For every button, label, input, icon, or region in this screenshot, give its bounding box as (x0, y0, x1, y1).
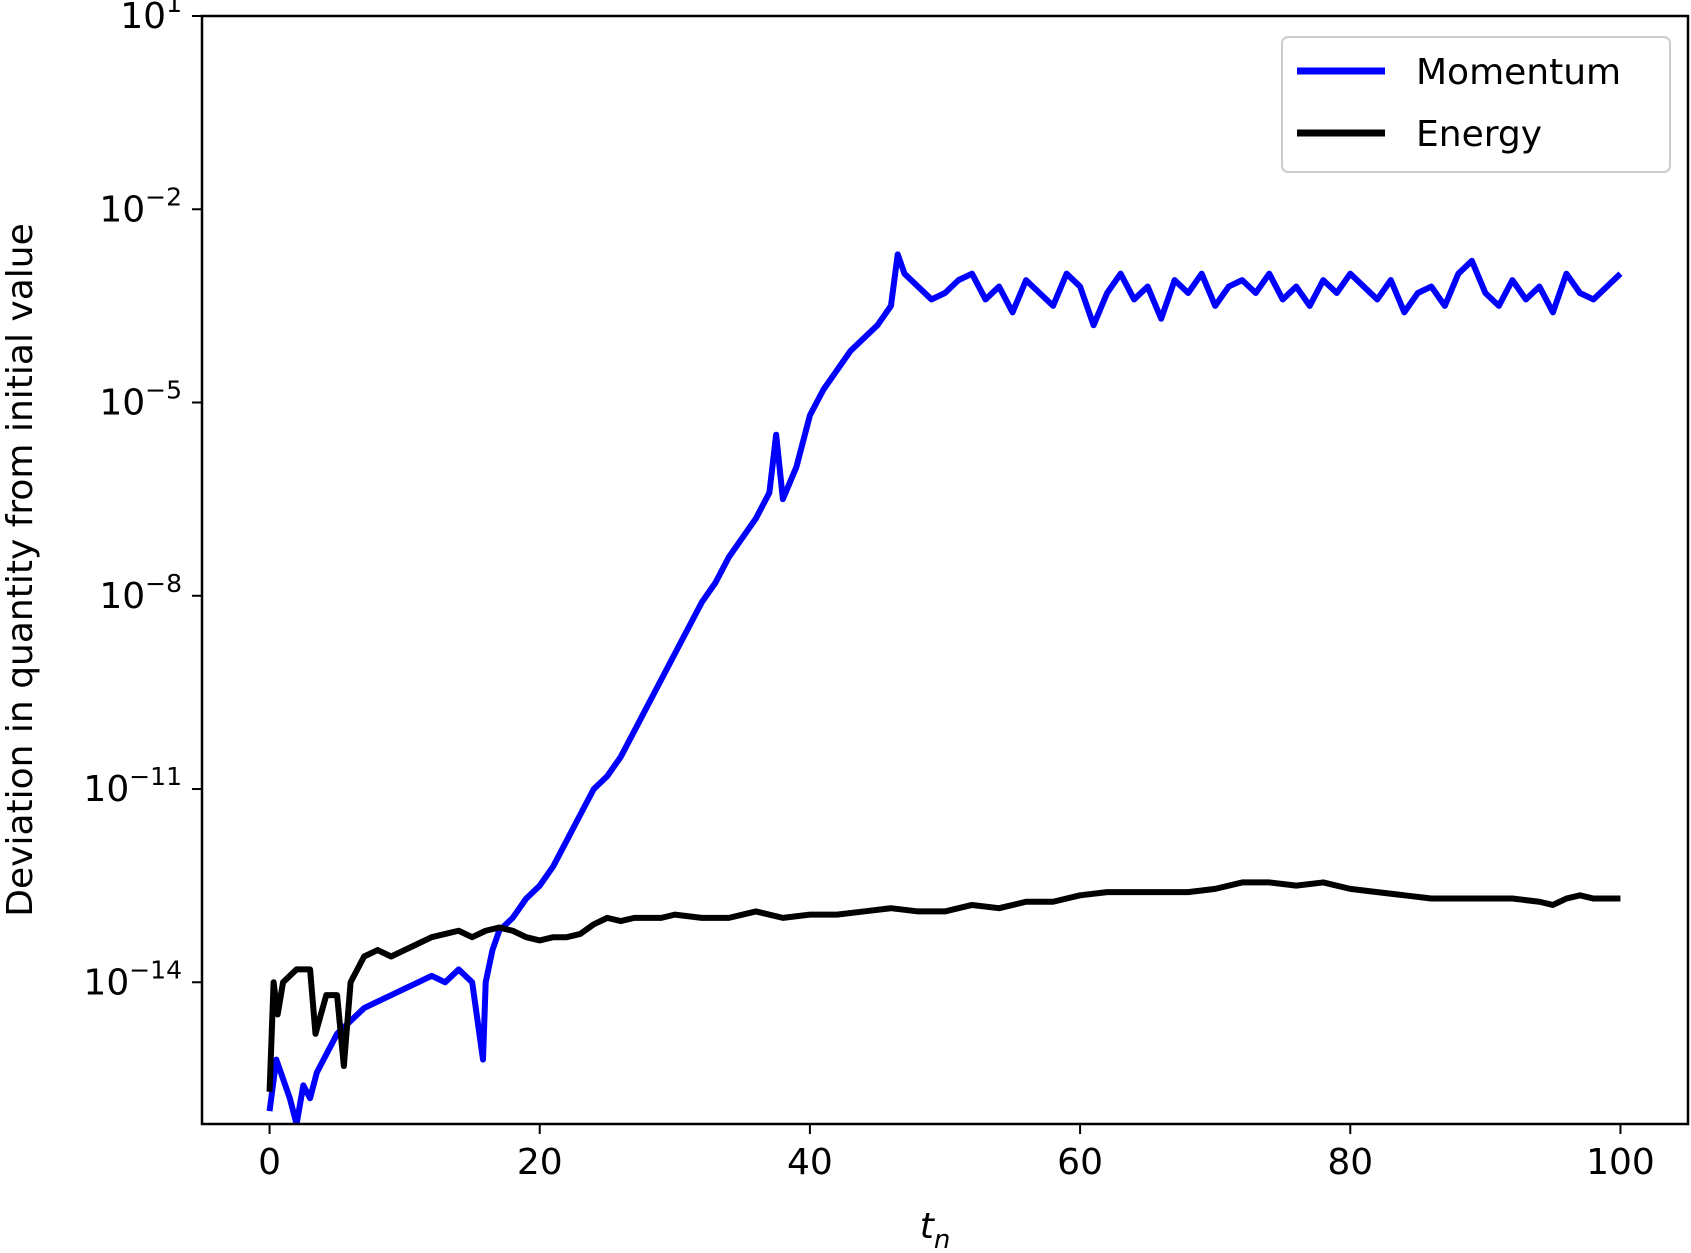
y-tick-label: 10−14 (83, 955, 182, 1003)
x-tick-label: 40 (787, 1142, 833, 1183)
x-tick-label: 60 (1057, 1142, 1103, 1183)
y-tick-base: 10 (120, 0, 166, 37)
y-tick-label: 10−2 (99, 182, 182, 230)
x-axis-label-subscript: n (934, 1225, 950, 1253)
y-tick-base: 10 (83, 769, 129, 810)
y-tick-base: 10 (99, 576, 145, 617)
y-tick-label: 101 (120, 0, 182, 37)
y-tick-exponent: 1 (166, 0, 182, 18)
x-axis-ticks: 0 20 40 60 80 100 (258, 1124, 1655, 1183)
series-line-energy (266, 879, 1621, 1092)
series-line-momentum (266, 251, 1623, 1124)
x-tick-label: 0 (258, 1142, 281, 1183)
y-tick-base: 10 (99, 189, 145, 230)
y-tick-exponent: −11 (129, 762, 182, 791)
legend-label-momentum: Momentum (1416, 52, 1621, 93)
y-tick-label: 10−8 (99, 569, 182, 617)
y-tick-exponent: −8 (145, 569, 182, 598)
legend: Momentum Energy (1281, 36, 1671, 173)
plot-area-frame (200, 14, 1690, 1126)
series-layer (266, 251, 1623, 1124)
y-tick-base: 10 (99, 383, 145, 424)
y-tick-base: 10 (83, 962, 129, 1003)
y-tick-exponent: −2 (145, 182, 182, 211)
x-axis-label-main: t (920, 1206, 936, 1247)
legend-label-energy: Energy (1416, 114, 1542, 155)
x-tick-label: 100 (1586, 1142, 1655, 1183)
y-axis-label: Deviation in quantity from initial value (0, 223, 41, 916)
y-tick-exponent: −14 (129, 955, 182, 984)
x-tick-label: 20 (517, 1142, 563, 1183)
x-tick-label: 80 (1327, 1142, 1373, 1183)
y-tick-label: 10−5 (99, 376, 182, 424)
y-tick-exponent: −5 (145, 376, 182, 405)
x-axis-label: tn (920, 1206, 951, 1253)
y-tick-label: 10−11 (83, 762, 182, 810)
